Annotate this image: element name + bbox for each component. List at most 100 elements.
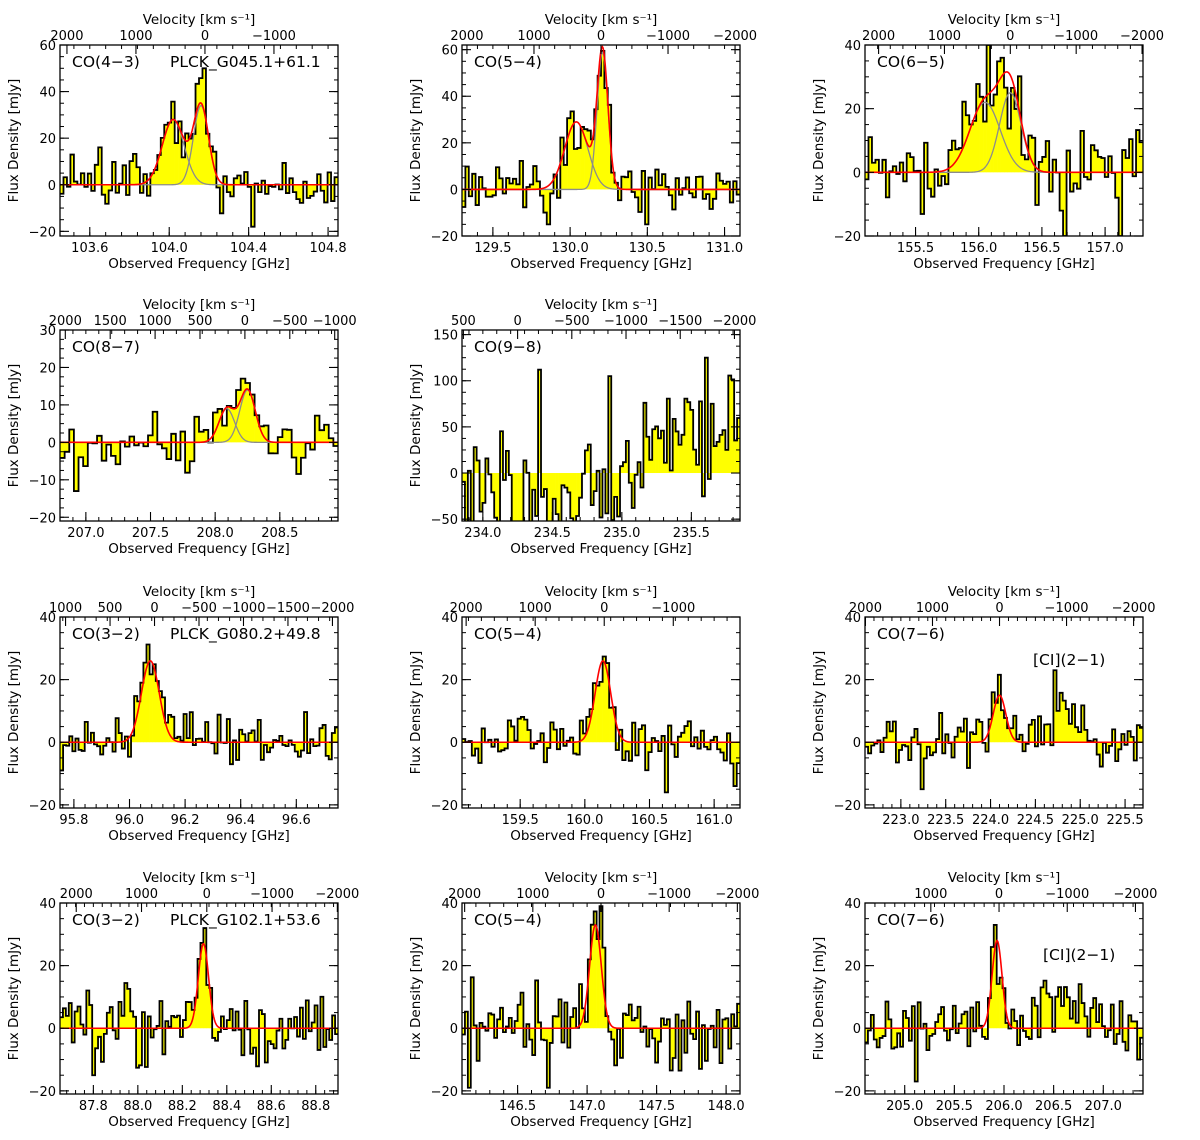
spectrum-bar <box>734 1026 738 1029</box>
frequency-axis: 223.0 223.5 224.0 224.5 225.0 225.5 <box>864 617 1144 828</box>
spectrum-bar <box>83 1028 87 1035</box>
plot-frame <box>59 329 339 522</box>
frequency-axis: 207.0 207.5 208.0 208.5 <box>59 330 333 541</box>
spectrum-bar <box>736 742 740 764</box>
spectrum-bar <box>473 1025 477 1029</box>
y-tick-label: 0 <box>48 1022 56 1037</box>
spectrum-bar <box>491 473 495 493</box>
spectrum-bar <box>1130 736 1135 743</box>
spectrum-bar <box>300 442 306 458</box>
spectrum-bar <box>658 438 662 474</box>
spectrum-bar <box>237 175 241 185</box>
spectrum-bar <box>932 742 937 753</box>
spectrum-bar <box>888 1019 892 1029</box>
spectrum-bar <box>245 383 251 443</box>
spectrum-bar <box>180 431 186 443</box>
x-tick-label: 131.0 <box>706 241 743 256</box>
secondary-line-label: [CI](2−1) <box>1033 651 1105 669</box>
spectrum-bar <box>944 172 949 185</box>
spectrum-bar <box>1007 728 1011 743</box>
spectrum-bar <box>905 1017 910 1029</box>
spectrum-bar <box>668 725 672 743</box>
spectrum-bar <box>232 740 237 743</box>
spectrum-bar <box>103 1028 108 1034</box>
spectrum-bar <box>1070 172 1074 192</box>
panel-p10: 146.5 147.0 147.5 148.0 Observed Frequency [… <box>408 870 759 1130</box>
spectrum-bar <box>143 174 148 185</box>
x-tick-label: 96.2 <box>171 813 200 828</box>
spectrum-bar <box>605 1016 609 1029</box>
y-tick-label: −20 <box>431 230 458 245</box>
spectrum-bar <box>976 719 980 743</box>
spectrum-bar <box>651 738 656 743</box>
spectrum-bar <box>175 442 181 461</box>
spectrum-bar <box>1075 1022 1079 1029</box>
spectrum-bar <box>264 1028 269 1063</box>
spectrum-bar <box>127 988 131 1029</box>
spectrum-bar <box>939 712 943 743</box>
spectrum-bar <box>570 111 575 190</box>
v-tick-label: 2000 <box>862 29 895 44</box>
spectrum-bar <box>105 184 109 204</box>
y-axis-title: Flux Density [mJy] <box>408 937 424 1061</box>
spectrum-bar <box>736 189 740 195</box>
spectrum-bar <box>914 728 918 743</box>
spectrum-bar <box>889 731 894 743</box>
spectrum-bar <box>517 473 521 521</box>
spectrum-bar <box>226 405 232 443</box>
spectrum-bar <box>719 434 723 474</box>
spectrum-bar <box>109 1007 113 1029</box>
spectrum-bar <box>579 984 583 1029</box>
spectrum-bar <box>672 189 676 210</box>
spectrum-bar <box>302 1028 307 1039</box>
y-tick-label: −20 <box>29 511 56 526</box>
spectrum-bar <box>273 1028 277 1049</box>
spectrum-bar <box>324 184 328 203</box>
spectrum-bar <box>576 473 580 516</box>
spectrum-bar <box>608 376 612 474</box>
spectrum-bar <box>999 977 1003 1029</box>
total-fit <box>60 102 338 186</box>
spectrum-bar <box>497 742 502 752</box>
y-tick-label: −10 <box>29 474 56 489</box>
spectrum-bar <box>520 716 525 743</box>
spectrum-bar <box>660 1018 665 1029</box>
v-tick-label: 1000 <box>916 601 949 616</box>
spectrum-bar <box>561 473 565 486</box>
spectrum-bar <box>329 1028 333 1041</box>
spectrum-bar <box>78 742 82 750</box>
spectrum-bar <box>611 473 615 521</box>
spectrum-bar <box>1132 172 1137 177</box>
spectrum-bar <box>611 172 615 190</box>
v-tick-label: 1000 <box>49 601 82 616</box>
line-label: CO(6−5) <box>877 53 945 71</box>
spectrum-bar <box>81 742 86 751</box>
spectrum-bar <box>620 466 624 474</box>
spectrum-bar <box>132 153 137 185</box>
spectrum-bar <box>115 718 119 743</box>
spectrum-bar <box>1040 987 1044 1029</box>
spectrum-bar <box>239 729 243 743</box>
x-axis-title: Observed Frequency [GHz] <box>108 828 290 844</box>
spectrum-bar <box>195 83 200 185</box>
spectrum-bar <box>622 742 626 761</box>
spectrum-bar <box>185 133 189 185</box>
spectrum-step <box>60 643 338 772</box>
spectrum-bar <box>526 1024 530 1029</box>
spectrum-bar <box>222 425 228 443</box>
x-tick-label: 225.0 <box>1062 813 1099 828</box>
v-tick-label: 2000 <box>448 887 481 902</box>
spectrum-bar <box>233 178 238 185</box>
fit-lines <box>60 942 338 1030</box>
spectrum-bar <box>129 161 134 185</box>
spectrum-bar <box>267 1028 271 1042</box>
spectrum-bar <box>628 171 632 190</box>
panel-p2: 129.5 130.0 130.5 131.0 Observed Frequency [… <box>408 12 757 272</box>
spectrum-bar <box>892 166 897 173</box>
spectrum-bar <box>576 742 581 755</box>
spectrum-bar <box>323 1028 327 1048</box>
y-tick-label: −20 <box>29 799 56 814</box>
spectrum-bar <box>535 473 539 517</box>
spectrum-bar <box>961 1014 965 1029</box>
